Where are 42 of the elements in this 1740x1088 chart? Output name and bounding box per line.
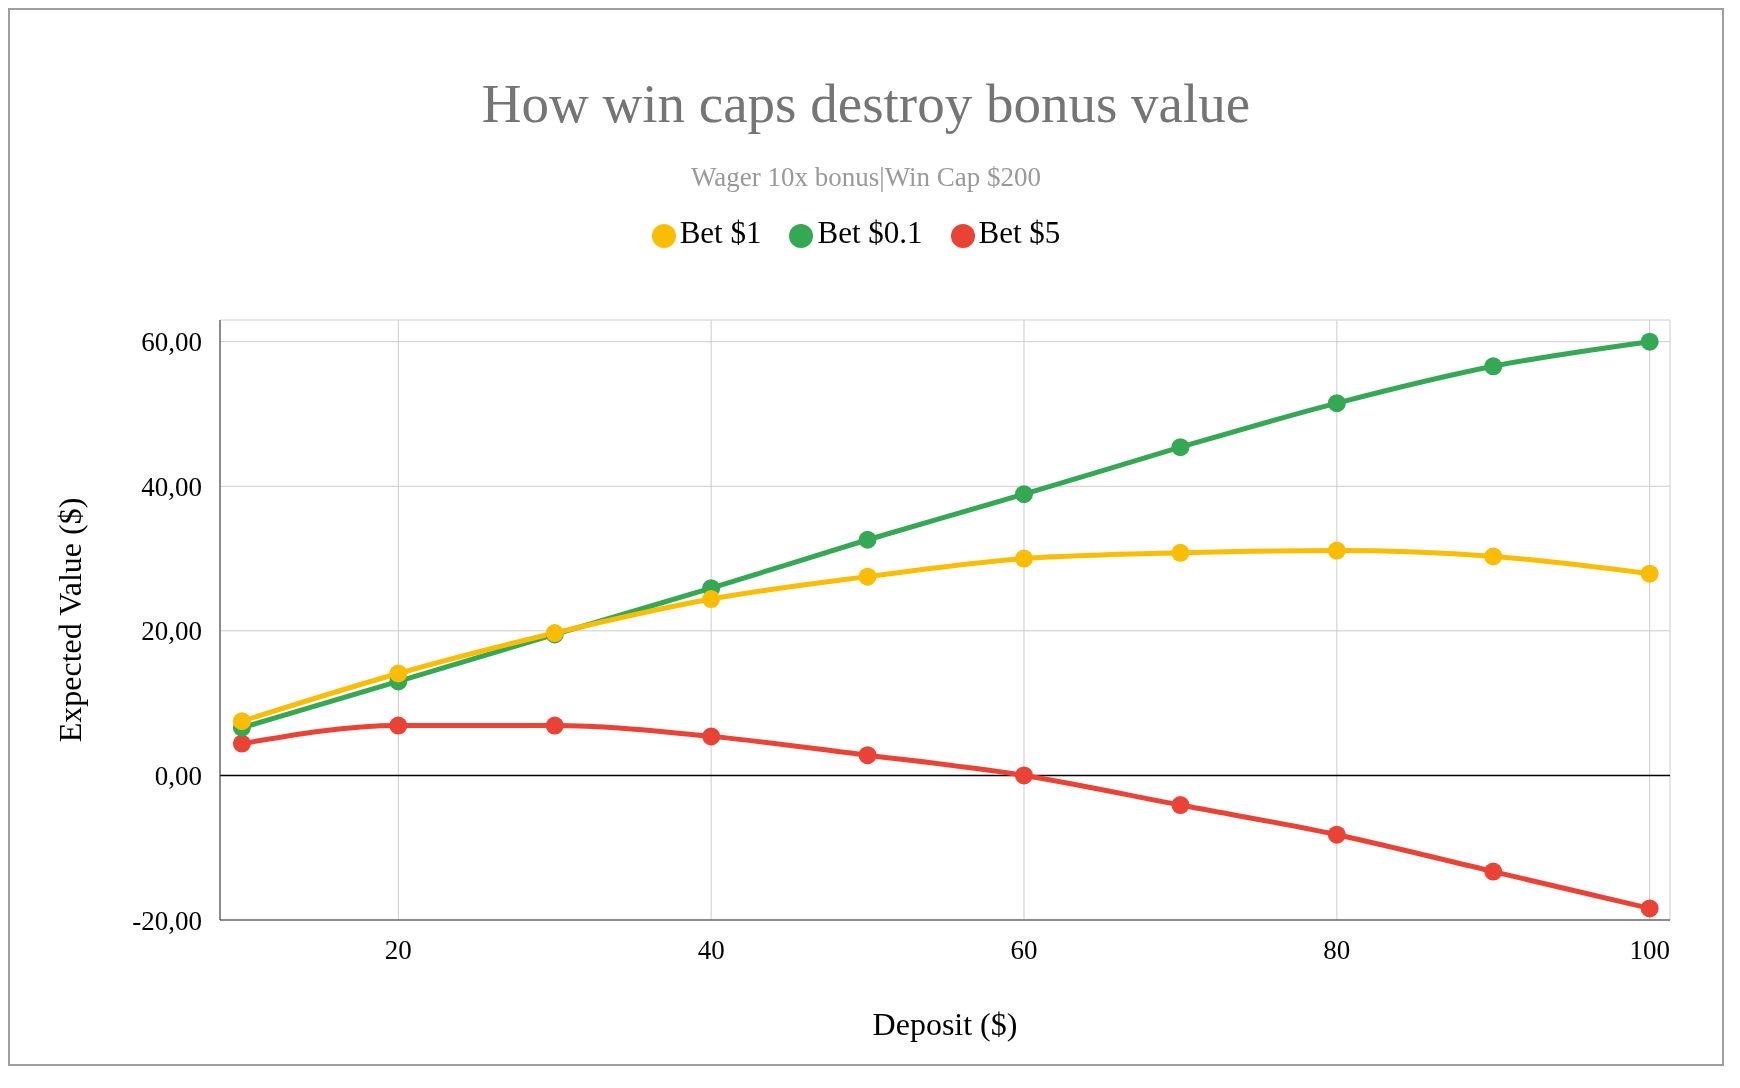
y-tick-label: -20,00: [132, 905, 202, 936]
legend-label: Bet $5: [978, 215, 1061, 250]
point: [702, 727, 721, 746]
point: [1171, 796, 1190, 815]
x-tick-label: 80: [1323, 935, 1351, 966]
point: [1171, 438, 1190, 457]
chart-title: How win caps destroy bonus value: [480, 72, 1252, 135]
point: [1327, 825, 1346, 844]
point: [1640, 564, 1659, 583]
point: [1171, 543, 1190, 562]
legend-label: Bet $1: [679, 215, 762, 250]
point: [389, 664, 408, 683]
x-tick-label: 100: [1629, 935, 1670, 966]
x-tick-label: 40: [697, 935, 725, 966]
point: [1484, 862, 1503, 881]
y-tick-label: 0,00: [154, 761, 202, 792]
point: [1327, 394, 1346, 413]
chart-subtitle: Wager 10x bonus|Win Cap $200: [689, 162, 1043, 193]
point: [232, 712, 251, 731]
point: [389, 716, 408, 735]
point: [1014, 766, 1033, 785]
point: [1484, 357, 1503, 376]
point: [1640, 332, 1659, 351]
point: [702, 590, 721, 609]
legend-label: Bet $0.1: [817, 215, 923, 250]
y-tick-label: 40,00: [141, 471, 202, 502]
x-axis-title: Deposit ($): [872, 1006, 1018, 1042]
point: [1484, 547, 1503, 566]
point: [1014, 549, 1033, 568]
point: [545, 716, 564, 735]
point: [1640, 899, 1659, 918]
point: [858, 567, 877, 586]
y-tick-label: 60,00: [141, 327, 202, 358]
point: [858, 746, 877, 765]
point: [858, 530, 877, 549]
x-tick-label: 20: [384, 935, 412, 966]
y-axis-title: Expected Value ($): [52, 497, 89, 743]
point: [232, 734, 251, 753]
point: [1327, 541, 1346, 560]
x-tick-label: 60: [1010, 935, 1038, 966]
y-tick-label: 20,00: [141, 616, 202, 647]
point: [1014, 485, 1033, 504]
